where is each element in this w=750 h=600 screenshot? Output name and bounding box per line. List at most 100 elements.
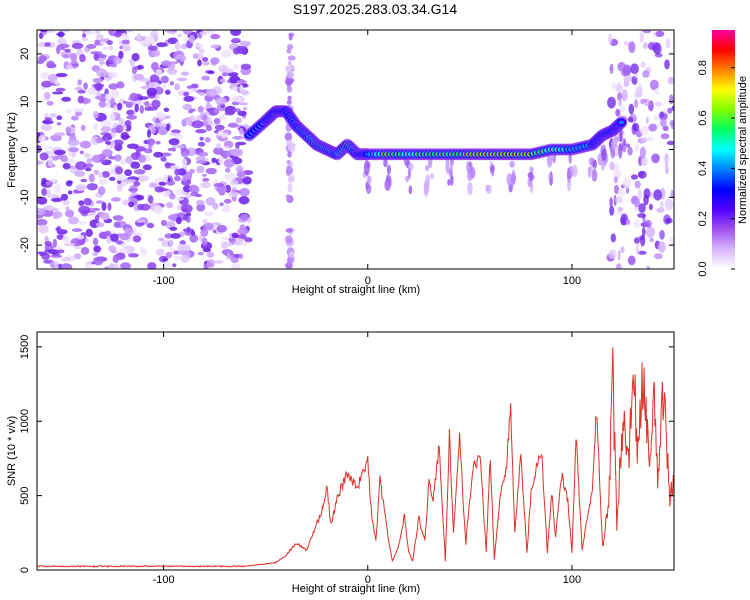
spectrogram-speckle xyxy=(202,115,208,121)
spectrogram-speckle xyxy=(45,30,56,33)
spectrogram-speckle xyxy=(63,242,76,247)
spectrogram-speckle xyxy=(150,30,159,39)
spectrogram-speckle xyxy=(64,209,75,218)
spectrogram-speckle xyxy=(213,118,221,125)
spectrogram-speckle xyxy=(239,102,249,106)
spectrogram-speckle xyxy=(83,82,88,90)
spectrogram-speckle xyxy=(233,108,241,112)
spectrogram-speckle xyxy=(77,79,82,86)
spectrogram-speckle xyxy=(134,100,146,104)
spectrogram-speckle xyxy=(429,173,434,180)
spectrogram-speckle xyxy=(98,172,103,178)
spectrogram-speckle xyxy=(221,207,231,212)
spectrogram-speckle xyxy=(124,120,132,127)
spectrogram-speckle xyxy=(286,160,291,164)
spectrogram-speckle xyxy=(76,235,85,240)
spectrogram-speckle xyxy=(197,141,206,147)
spectrogram-speckle xyxy=(239,224,246,231)
spectrogram-speckle xyxy=(663,108,667,114)
spectrogram-speckle xyxy=(112,215,124,221)
spectrogram-speckle xyxy=(62,200,70,206)
spectrogram-speckle xyxy=(648,203,654,211)
spectrogram-speckle xyxy=(98,233,110,237)
spectrogram-speckle xyxy=(77,89,86,94)
spectrogram-speckle xyxy=(167,147,177,152)
spectrogram-speckle xyxy=(649,79,659,91)
spectrogram-speckle xyxy=(609,161,615,171)
spectrogram-speckle xyxy=(670,121,674,130)
spectrogram-speckle xyxy=(219,78,226,83)
spectrogram-speckle xyxy=(637,213,646,218)
spectrogram-speckle xyxy=(213,259,224,264)
spectrogram-speckle xyxy=(106,144,111,150)
snr-x-tick-label: 100 xyxy=(563,574,581,586)
spectrogram-speckle xyxy=(112,139,124,146)
spectrogram-speckle xyxy=(147,262,157,269)
spectrogram-speckle xyxy=(128,253,135,258)
spectrogram-speckle xyxy=(120,181,127,188)
spectrogram-speckle xyxy=(93,52,99,61)
spectrogram-speckle xyxy=(108,71,118,79)
spectrogram-speckle xyxy=(158,181,167,186)
spectrogram-speckle xyxy=(52,238,57,248)
spectrogram-speckle xyxy=(240,63,252,70)
spectrogram-speckle xyxy=(71,228,83,232)
spectrogram-speckle xyxy=(55,72,68,78)
spectrogram-speckle xyxy=(509,178,516,187)
spectrogram-speckle xyxy=(95,137,105,144)
spectrogram-speckle xyxy=(43,205,55,211)
spectrogram-speckle xyxy=(601,148,607,161)
spectrogram-speckle xyxy=(231,86,238,92)
spectrogram-speckle xyxy=(220,241,229,250)
spectrogram-speckle xyxy=(165,123,171,132)
spectrogram-speckle xyxy=(613,176,619,184)
spectrogram-speckle xyxy=(106,40,113,45)
spectrogram-speckle xyxy=(639,32,644,43)
spectrogram-speckle xyxy=(101,149,113,157)
spectrogram-speckle xyxy=(116,81,125,89)
spectrogram-speckle xyxy=(124,169,132,177)
spectrogram-speckle xyxy=(630,174,639,180)
spectrogram-speckle xyxy=(647,136,654,142)
snr-line xyxy=(37,347,674,568)
spectrogram-speckle xyxy=(639,126,649,135)
snr-panel: -100 0 100 0 500 1000 1500 Height of straight… xyxy=(6,331,675,595)
spectrogram-speckle xyxy=(287,95,292,101)
spectrogram-speckle xyxy=(618,143,623,159)
spectrogram-speckle xyxy=(104,101,111,109)
spectrogram-speckle xyxy=(51,197,63,202)
spectrogram-speckle xyxy=(108,63,118,68)
spectrogram-speckle xyxy=(645,116,649,124)
spectrogram-speckle xyxy=(141,248,147,257)
spectrogram-speckle xyxy=(287,151,292,158)
spectrogram-speckle xyxy=(632,122,640,132)
spectrogram-speckle xyxy=(445,158,450,174)
spectrogram-speckle xyxy=(147,195,154,204)
spectrogram-speckle xyxy=(616,263,622,269)
spectrogram-speckle xyxy=(244,237,253,243)
spectrogram-speckle xyxy=(235,46,247,54)
spectrogram-speckle xyxy=(407,167,411,179)
spectrogram-speckle xyxy=(128,201,135,208)
spectrogram-speckle xyxy=(663,153,670,165)
spectrogram-speckle xyxy=(73,253,82,260)
spectrogram-speckle xyxy=(644,219,652,228)
spectrogram-speckle xyxy=(611,140,616,148)
spectrogram-speckle xyxy=(201,57,209,62)
spectrogram-speckle xyxy=(238,253,244,259)
spectrogram-speckle xyxy=(160,156,167,162)
spectrogram-speckle xyxy=(195,129,207,134)
spectrogram-speckle xyxy=(176,77,188,82)
spectrogram-speckle xyxy=(186,226,191,234)
spectrogram-speckle xyxy=(591,168,598,182)
spectrogram-speckle xyxy=(75,161,87,171)
ridge-core xyxy=(618,120,624,125)
spectrogram-speckle xyxy=(47,159,54,167)
spectrogram-speckle xyxy=(94,95,106,100)
spectrogram-speckle xyxy=(190,114,195,122)
spectrogram-speckle xyxy=(151,49,161,57)
spectrogram-speckle xyxy=(172,263,177,268)
spectrogram-speckle xyxy=(84,31,95,35)
spectrogram-speckle xyxy=(46,100,54,106)
spectrogram-speckle xyxy=(239,84,244,93)
